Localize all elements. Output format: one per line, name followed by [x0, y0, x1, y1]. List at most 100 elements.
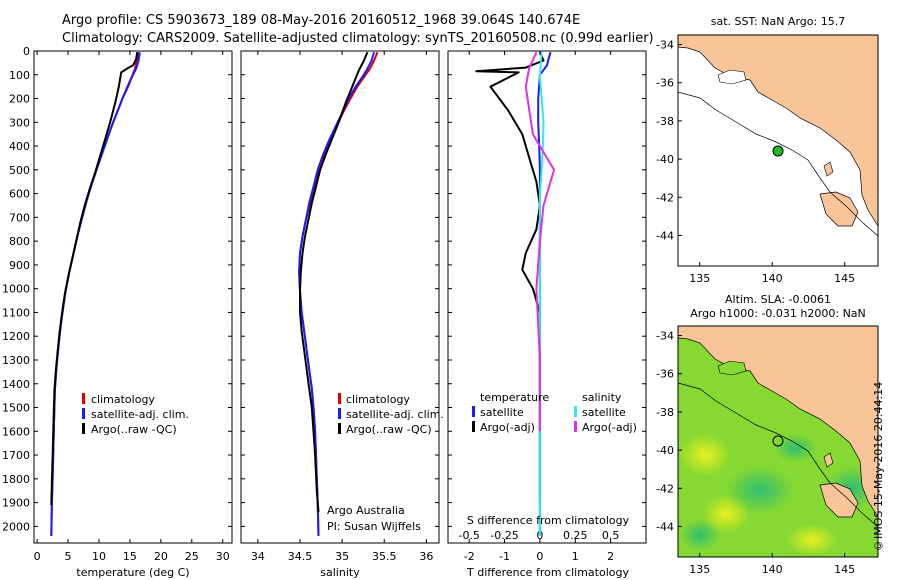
map-y-tick-label: -42: [656, 482, 674, 495]
legend-label-s-argo: Argo(-adj): [582, 421, 637, 434]
legend-swatch-climatology: [338, 393, 341, 404]
legend-label-satellite-adj: satellite-adj. clim.: [346, 408, 444, 421]
legend-label-t-satellite: satellite: [480, 406, 524, 419]
temperature-panel-frame: [33, 50, 233, 544]
s-difference-label: S difference from climatology: [467, 514, 630, 527]
y-tick-label: 500: [9, 164, 30, 177]
sst-gulf: [717, 69, 747, 85]
sla-map-title-1: Altim. SLA: -0.0061: [725, 293, 831, 306]
x-tick-label: 0: [536, 550, 543, 563]
map-y-tick-label: -36: [656, 368, 674, 381]
sla-map-ticks: 135 140 145 -34 -36 -38 -40 -42 -44: [656, 330, 855, 576]
y-tick-label: 1100: [2, 306, 30, 319]
map-y-tick-label: -44: [656, 520, 674, 533]
sla-gulf: [717, 360, 747, 376]
map-x-tick-label: 145: [834, 272, 855, 285]
difference-series: [475, 51, 556, 536]
sla-high-1: [679, 433, 731, 477]
s-tick-label: -0.5: [458, 529, 479, 542]
x-tick-label: -1: [499, 550, 510, 563]
sla-low-4: [773, 434, 817, 462]
map-y-tick-label: -36: [656, 77, 674, 90]
x-tick-label: 10: [92, 550, 106, 563]
s-tick-label: 0.5: [602, 529, 620, 542]
sst-king-island: [823, 161, 834, 177]
map-x-tick-label: 140: [762, 563, 783, 576]
y-tick-label: 100: [9, 69, 30, 82]
sst-argo-marker: [772, 145, 784, 157]
series-line-argo-raw-qc-: [50, 52, 139, 506]
sla-king-island: [823, 452, 834, 468]
x-tick-label: 25: [185, 550, 199, 563]
legend-swatch-t-argo: [472, 421, 475, 432]
salinity-panel-frame: [240, 50, 440, 544]
sla-map-frame: [677, 325, 879, 558]
x-tick-label: 35: [335, 550, 349, 563]
sst-map-frame: [677, 34, 879, 267]
series-line-s-argo-adj-: [524, 51, 556, 432]
y-tick-label: 1400: [2, 378, 30, 391]
sla-map-body: [678, 326, 878, 557]
series-line-argo-raw-qc-: [299, 51, 369, 513]
sst-mainland: [678, 35, 878, 227]
sla-low-3: [680, 519, 720, 551]
temperature-series: [50, 52, 141, 536]
sst-tasmania: [819, 191, 859, 227]
map-x-tick-label: 135: [689, 272, 710, 285]
legend-swatch-argo: [338, 423, 341, 434]
legend-swatch-satellite-adj: [82, 408, 85, 419]
x-tick-label: 1: [572, 550, 579, 563]
salinity-xlabel: salinity: [320, 566, 360, 579]
y-tick-label: 1600: [2, 425, 30, 438]
map-y-tick-label: -38: [656, 406, 674, 419]
legend-label-t-argo: Argo(-adj): [480, 421, 535, 434]
x-tick-label: 2: [607, 550, 614, 563]
map-x-tick-label: 145: [834, 563, 855, 576]
map-y-tick-label: -44: [656, 229, 674, 242]
s-tick-label: 0.25: [563, 529, 588, 542]
x-tick-label: 34: [251, 550, 265, 563]
y-tick-label: 1300: [2, 354, 30, 367]
x-tick-label: -2: [464, 550, 475, 563]
temperature-xlabel: temperature (deg C): [76, 566, 189, 579]
y-tick-label: 1500: [2, 402, 30, 415]
map-y-tick-label: -38: [656, 115, 674, 128]
legend-title-salinity: salinity: [582, 391, 622, 404]
map-y-tick-label: -40: [656, 444, 674, 457]
legend-swatch-climatology: [82, 393, 85, 404]
y-tick-label: 0: [23, 45, 30, 58]
map-y-tick-label: -34: [656, 330, 674, 343]
y-tick-label: 2000: [2, 520, 30, 533]
t-difference-xlabel: T difference from climatology: [466, 566, 629, 579]
annotation-argo-australia: Argo Australia: [327, 504, 405, 517]
x-tick-label: 20: [154, 550, 168, 563]
y-tick-label: 700: [9, 211, 30, 224]
y-tick-label: 400: [9, 140, 30, 153]
sst-map-title: sat. SST: NaN Argo: 15.7: [711, 15, 845, 28]
legend-swatch-argo: [82, 423, 85, 434]
series-line-satellite-adj-clim-: [298, 51, 376, 536]
legend-swatch-s-satellite: [574, 406, 577, 417]
y-tick-label: 1700: [2, 449, 30, 462]
y-tick-label: 900: [9, 259, 30, 272]
legend-label-argo: Argo(..raw -QC): [346, 423, 432, 436]
difference-panel-frame: [447, 50, 647, 544]
map-x-tick-label: 140: [762, 272, 783, 285]
difference-axes: -2 -1 0 1 2-0.5 -0.25 0 0.25 0.5: [448, 50, 646, 563]
y-tick-label: 200: [9, 93, 30, 106]
y-tick-label: 1000: [2, 283, 30, 296]
y-tick-label: 600: [9, 188, 30, 201]
map-y-tick-label: -42: [656, 191, 674, 204]
x-tick-label: 34.5: [288, 550, 313, 563]
sla-high-3: [786, 524, 838, 556]
temperature-axes: 0100200300400500600700800900100011001200…: [2, 45, 232, 563]
x-tick-label: 15: [123, 550, 137, 563]
series-line-t-argo-adj-: [475, 51, 545, 503]
temperature-legend: climatology satellite-adj. clim. Argo(..…: [82, 393, 189, 436]
y-tick-label: 800: [9, 235, 30, 248]
legend-label-climatology: climatology: [346, 393, 410, 406]
sst-map-ticks: 135 140 145 -34 -36 -38 -40 -42 -44: [656, 39, 855, 285]
imos-timestamp: ©IMOS 15-May-2016 20:44:14: [872, 381, 885, 552]
